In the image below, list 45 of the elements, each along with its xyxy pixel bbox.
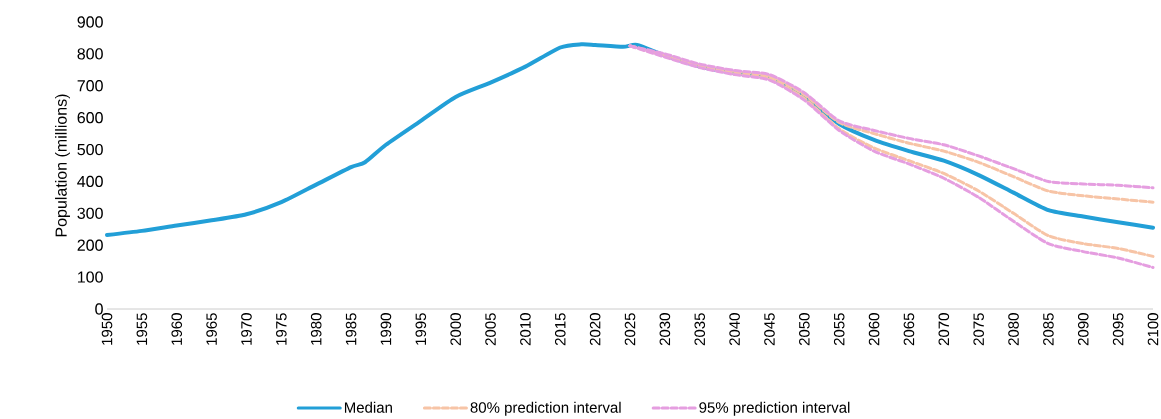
x-tick-label: 2060 (868, 313, 880, 346)
y-tick-label: 800 (77, 48, 103, 60)
x-tick-label: 2090 (1077, 313, 1089, 346)
x-tick-label: 2015 (554, 313, 566, 346)
x-tick-label: 1975 (276, 313, 287, 345)
x-tick-label: 2055 (833, 313, 845, 346)
y-tick-label: 700 (77, 80, 103, 92)
x-tick-label: 1985 (345, 313, 357, 345)
x-tick-label: 2045 (764, 313, 775, 346)
x-tick-label: 1960 (171, 313, 183, 345)
x-tick-label: 2030 (659, 313, 671, 346)
x-tick-label: 1995 (415, 313, 427, 345)
y-tick-label: 600 (77, 112, 103, 124)
y-tick-label: 400 (77, 175, 103, 188)
x-tick-label: 1965 (206, 313, 217, 345)
x-tick-label: 1955 (136, 313, 148, 345)
x-tick-label: 2100 (1147, 313, 1159, 346)
y-tick-label: 300 (77, 207, 103, 219)
y-tick-label: 500 (77, 143, 103, 156)
legend-label: 95% prediction interval (699, 401, 850, 416)
y-tick-label: 0 (95, 303, 103, 315)
x-tick-label: 2010 (520, 313, 531, 346)
x-tick-label: 2040 (729, 313, 740, 346)
x-tick-label: 2080 (1008, 313, 1019, 346)
x-tick-label: 1980 (310, 313, 322, 345)
x-tick-label: 1950 (101, 313, 113, 345)
x-tick-label: 1970 (241, 313, 252, 345)
legend-label: 80% prediction interval (470, 401, 621, 416)
x-tick-label: 2085 (1043, 313, 1054, 346)
x-tick-label: 1990 (380, 313, 392, 345)
y-tick-label: 100 (78, 271, 103, 283)
legend-label: Median (344, 401, 392, 413)
x-tick-label: 2035 (694, 313, 706, 346)
x-tick-label: 2050 (799, 313, 810, 346)
y-tick-label: 900 (77, 16, 103, 28)
x-tick-label: 2025 (624, 313, 636, 346)
x-tick-label: 2065 (903, 313, 915, 346)
x-tick-label: 2005 (485, 313, 496, 346)
x-tick-label: 2020 (589, 313, 601, 346)
x-tick-label: 2095 (1112, 313, 1124, 346)
x-tick-label: 2075 (973, 313, 984, 346)
x-tick-label: 2000 (450, 313, 461, 346)
y-tick-label: 200 (77, 239, 103, 251)
y-axis-title: Population (millions) (55, 94, 70, 237)
x-tick-label: 2070 (938, 313, 950, 346)
